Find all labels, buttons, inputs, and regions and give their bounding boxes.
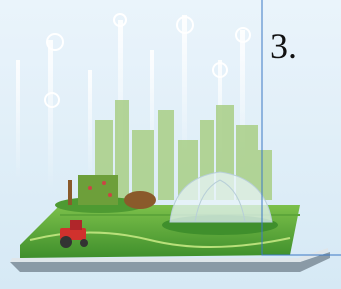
step-number: 3. [270,26,297,66]
illustration: 3. [0,0,341,289]
